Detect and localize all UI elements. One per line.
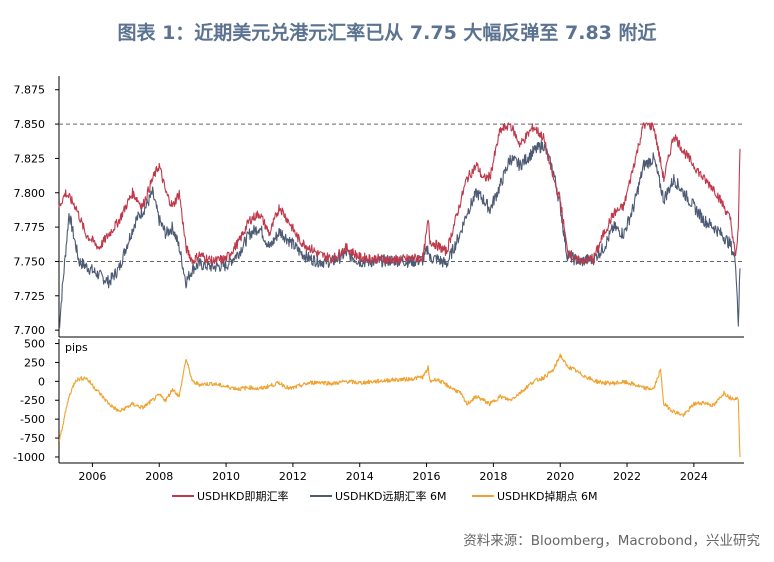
chart-title: 图表 1：近期美元兑港元汇率已从 7.75 大幅反弹至 7.83 附近 <box>117 22 657 44</box>
bottom-y-tick-label: 250 <box>24 356 45 369</box>
top-y-tick-label: 7.825 <box>14 152 46 165</box>
series-spot <box>58 122 741 265</box>
top-y-tick-label: 7.875 <box>14 84 46 97</box>
x-tick-label: 2014 <box>346 470 374 483</box>
legend-label: USDHKD即期汇率 <box>197 489 288 503</box>
bottom-y-tick-label: -750 <box>20 432 45 445</box>
x-tick-label: 2012 <box>279 470 307 483</box>
legend-label: USDHKD远期汇率 6M <box>335 489 446 503</box>
x-tick-label: 2008 <box>145 470 173 483</box>
bottom-y-tick-label: 500 <box>24 338 45 351</box>
top-y-tick-label: 7.850 <box>14 118 46 131</box>
top-y-tick-label: 7.775 <box>14 221 46 234</box>
x-tick-label: 2022 <box>613 470 641 483</box>
top-y-tick-label: 7.750 <box>14 255 46 268</box>
x-tick-label: 2024 <box>680 470 708 483</box>
unit-label: pips <box>65 341 88 354</box>
bottom-y-tick-label: 0 <box>38 375 45 388</box>
top-y-tick-label: 7.800 <box>14 187 46 200</box>
x-tick-label: 2020 <box>546 470 574 483</box>
series-swap-points-6m <box>58 353 741 458</box>
bottom-y-tick-label: -250 <box>20 394 45 407</box>
x-tick-label: 2010 <box>212 470 240 483</box>
top-y-tick-label: 7.700 <box>14 324 46 337</box>
x-tick-label: 2018 <box>479 470 507 483</box>
x-tick-label: 2006 <box>78 470 106 483</box>
bottom-y-tick-label: -1000 <box>13 451 45 464</box>
top-y-tick-label: 7.725 <box>14 290 46 303</box>
source-note: 资料来源：Bloomberg，Macrobond，兴业研究 <box>463 533 760 549</box>
bottom-y-tick-label: -500 <box>20 413 45 426</box>
legend-label: USDHKD掉期点 6M <box>497 489 597 503</box>
series-forward-6m <box>58 140 741 330</box>
x-tick-label: 2016 <box>413 470 441 483</box>
